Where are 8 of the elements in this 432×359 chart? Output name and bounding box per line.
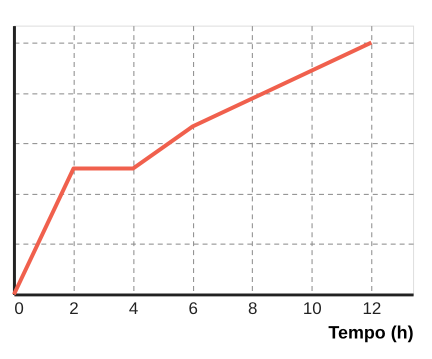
x-tick-label: 6 [188, 298, 198, 318]
x-tick-label: 0 [14, 298, 24, 318]
x-tick-label: 8 [248, 298, 258, 318]
x-tick-label: 4 [128, 298, 138, 318]
x-tick-label: 2 [69, 298, 79, 318]
x-axis-title: Tempo (h) [328, 322, 414, 343]
x-tick-label: 12 [362, 298, 382, 318]
x-tick-label: 10 [302, 298, 322, 318]
